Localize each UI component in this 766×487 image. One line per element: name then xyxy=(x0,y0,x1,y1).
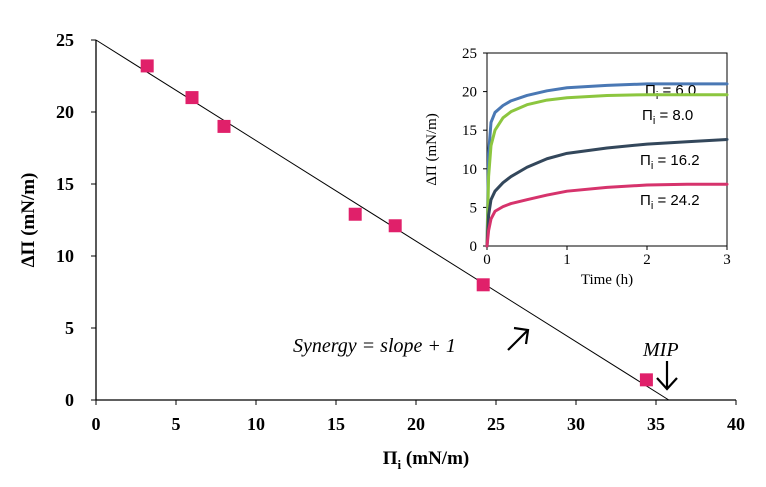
main-x-axis-label-symbol: Π xyxy=(383,448,398,469)
synergy-annotation: Synergy = slope + 1 xyxy=(293,335,456,357)
data-point xyxy=(476,278,490,292)
main-y-tick-label: 15 xyxy=(56,174,74,194)
main-y-tick-label: 0 xyxy=(65,390,74,410)
main-x-tick-label: 40 xyxy=(727,414,745,434)
inset-series-line xyxy=(485,93,729,248)
inset-x-tick-label: 0 xyxy=(483,252,491,268)
synergy-arrow-head xyxy=(513,326,530,345)
inset-y-axis-label: ΔΠ (mN/m) xyxy=(424,113,440,186)
mip-arrow-head xyxy=(656,377,678,391)
inset-x-tick-label: 1 xyxy=(563,252,571,268)
inset-series-label-value: = 24.2 xyxy=(653,192,699,209)
main-x-tick-label: 5 xyxy=(172,414,181,434)
main-y-tick-label: 10 xyxy=(56,246,74,266)
main-x-axis-label: Πi (mN/m) xyxy=(383,448,469,472)
main-y-axis-label: ΔΠ (mN/m) xyxy=(18,173,39,268)
inset-series-label-symbol: Π xyxy=(645,82,656,99)
inset-series-label: Πi = 24.2 xyxy=(640,192,700,212)
main-x-tick-label: 25 xyxy=(487,414,505,434)
main-x-tick-label: 0 xyxy=(92,414,101,434)
main-y-tick-label: 5 xyxy=(65,318,74,338)
main-x-axis-label-unit: (mN/m) xyxy=(401,448,469,469)
inset-y-tick-label: 10 xyxy=(462,162,477,178)
data-point xyxy=(140,59,154,73)
inset-y-tick-label: 0 xyxy=(470,239,478,255)
inset-series-line xyxy=(485,82,729,248)
inset-series-label-subscript: i xyxy=(651,200,653,212)
inset-series-label: Πi = 8.0 xyxy=(642,107,693,127)
inset-y-tick-label: 15 xyxy=(462,123,477,139)
inset-x-axis-label: Time (h) xyxy=(581,272,633,288)
inset-series-label-value: = 6.0 xyxy=(658,82,696,99)
main-x-tick-label: 10 xyxy=(247,414,265,434)
data-point xyxy=(185,91,199,105)
inset-series-label-subscript: i xyxy=(651,160,653,172)
mip-annotation: MIP xyxy=(642,339,679,361)
main-x-tick-label: 15 xyxy=(327,414,345,434)
inset-series-label-symbol: Π xyxy=(640,192,651,209)
inset-x-tick-label: 3 xyxy=(723,252,731,268)
main-x-axis-label-subscript: i xyxy=(398,457,402,472)
inset-series-label: Πi = 16.2 xyxy=(640,152,700,172)
inset-y-tick-label: 5 xyxy=(470,200,478,216)
inset-series-label-symbol: Π xyxy=(640,152,651,169)
inset-series-line xyxy=(485,182,729,248)
inset-series-label-value: = 16.2 xyxy=(653,152,699,169)
data-point xyxy=(217,119,231,133)
main-x-tick-label: 20 xyxy=(407,414,425,434)
data-point xyxy=(388,219,402,233)
main-y-tick-label: 20 xyxy=(56,102,74,122)
data-point xyxy=(639,373,653,387)
main-x-tick-label: 30 xyxy=(567,414,585,434)
inset-series-line xyxy=(485,137,729,248)
inset-series-label-symbol: Π xyxy=(642,107,653,124)
inset-y-tick-label: 25 xyxy=(462,46,477,62)
inset-series-label-subscript: i xyxy=(653,115,655,127)
main-y-tick-label: 25 xyxy=(56,30,74,50)
inset-series-label-value: = 8.0 xyxy=(655,107,693,124)
inset-x-tick-label: 2 xyxy=(643,252,651,268)
data-point xyxy=(348,207,362,221)
inset-y-tick-label: 20 xyxy=(462,85,477,101)
synergy-arrow-shaft xyxy=(507,329,529,351)
main-x-tick-label: 35 xyxy=(647,414,665,434)
